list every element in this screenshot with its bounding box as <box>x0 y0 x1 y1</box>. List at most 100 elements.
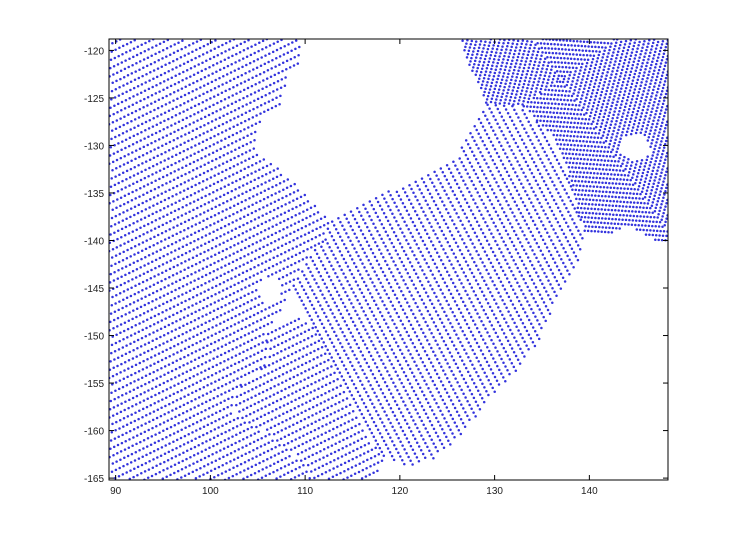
scatter-point <box>220 393 223 396</box>
scatter-point <box>395 235 398 238</box>
scatter-point <box>502 270 505 273</box>
scatter-point <box>221 298 224 301</box>
scatter-point <box>212 405 215 408</box>
scatter-point <box>236 132 239 135</box>
scatter-point <box>441 307 444 310</box>
scatter-point <box>522 201 525 204</box>
scatter-point <box>219 156 222 159</box>
scatter-point <box>502 240 505 243</box>
scatter-point <box>517 146 520 149</box>
scatter-point <box>430 439 433 442</box>
scatter-point <box>258 208 261 211</box>
scatter-point <box>378 370 381 373</box>
scatter-point <box>445 300 448 303</box>
scatter-point <box>186 362 189 365</box>
scatter-point <box>415 272 418 275</box>
scatter-point <box>274 200 277 203</box>
scatter-point <box>142 114 145 117</box>
scatter-point <box>312 260 315 263</box>
scatter-point <box>320 354 323 357</box>
scatter-point <box>445 421 448 424</box>
scatter-point <box>473 140 476 143</box>
scatter-point <box>189 369 192 372</box>
scatter-point <box>443 447 446 450</box>
scatter-point <box>391 455 394 458</box>
scatter-point <box>369 413 372 416</box>
scatter-point <box>393 323 396 326</box>
scatter-point <box>374 333 377 336</box>
scatter-point <box>132 357 135 360</box>
scatter-point <box>490 262 493 265</box>
scatter-point <box>184 46 187 49</box>
scatter-point <box>152 252 155 255</box>
scatter-point <box>121 188 124 191</box>
scatter-point <box>206 257 209 260</box>
scatter-point <box>486 104 489 107</box>
scatter-point <box>129 216 132 219</box>
scatter-point <box>387 311 390 314</box>
scatter-point <box>249 413 252 416</box>
scatter-point <box>213 310 216 313</box>
scatter-point <box>488 214 491 217</box>
scatter-point <box>370 457 373 460</box>
scatter-point <box>111 256 114 259</box>
scatter-point <box>137 466 140 469</box>
scatter-point <box>328 290 331 293</box>
scatter-point <box>481 305 484 308</box>
scatter-point <box>330 250 333 253</box>
scatter-point <box>258 470 261 473</box>
scatter-point <box>527 271 530 274</box>
scatter-point <box>237 76 240 79</box>
scatter-point <box>191 352 194 355</box>
scatter-point <box>358 423 361 426</box>
scatter-point <box>550 254 553 257</box>
scatter-point <box>231 396 234 399</box>
scatter-point <box>172 361 175 364</box>
scatter-point <box>288 201 291 204</box>
scatter-point <box>368 230 371 233</box>
scatter-point <box>347 221 350 224</box>
scatter-point <box>229 167 232 170</box>
scatter-point <box>351 350 354 353</box>
scatter-point <box>197 413 200 416</box>
scatter-point <box>240 170 243 173</box>
scatter-point <box>194 184 197 187</box>
scatter-point <box>183 150 186 153</box>
scatter-point <box>500 130 503 133</box>
scatter-point <box>316 219 319 222</box>
scatter-point <box>134 372 137 375</box>
scatter-point <box>217 46 220 49</box>
scatter-point <box>120 284 123 287</box>
scatter-point <box>359 394 362 397</box>
scatter-point <box>173 131 176 134</box>
scatter-point <box>352 291 355 294</box>
scatter-point <box>294 48 297 51</box>
scatter-point <box>467 371 470 374</box>
scatter-point <box>396 374 399 377</box>
scatter-point <box>402 386 405 389</box>
scatter-point <box>571 203 574 206</box>
scatter-point <box>360 321 363 324</box>
scatter-point <box>314 421 317 424</box>
scatter-point <box>359 288 362 291</box>
scatter-point <box>214 87 217 90</box>
scatter-point <box>521 245 524 248</box>
scatter-point <box>367 424 370 427</box>
scatter-point <box>254 305 256 308</box>
scatter-point <box>495 196 498 199</box>
scatter-point <box>387 220 390 223</box>
scatter-point <box>282 276 285 279</box>
scatter-point <box>238 361 241 364</box>
scatter-point <box>230 159 233 162</box>
scatter-point <box>271 370 274 373</box>
scatter-point <box>163 461 166 464</box>
scatter-point <box>303 242 306 245</box>
scatter-point <box>408 199 411 202</box>
scatter-point <box>429 314 432 317</box>
scatter-point <box>296 374 299 377</box>
scatter-point <box>399 455 402 458</box>
scatter-point <box>383 333 386 336</box>
scatter-point <box>238 59 241 62</box>
scatter-point <box>129 89 132 92</box>
scatter-point <box>550 147 553 150</box>
